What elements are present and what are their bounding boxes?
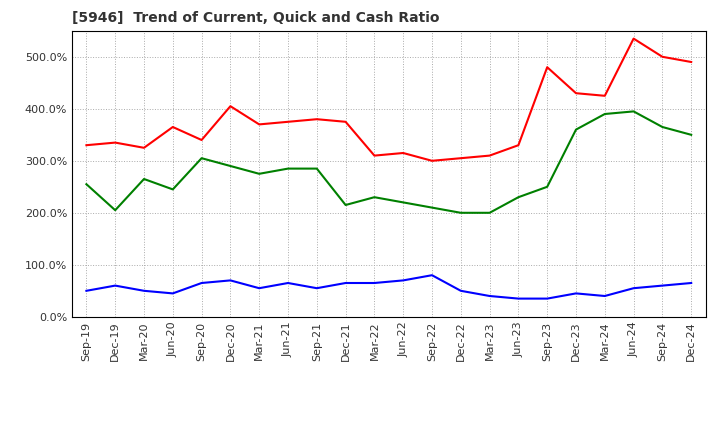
Current Ratio [370,153,379,158]
Cash Ratio [226,278,235,283]
Quick Ratio [543,184,552,190]
Quick Ratio [197,156,206,161]
Current Ratio [197,137,206,143]
Current Ratio [284,119,292,125]
Quick Ratio [168,187,177,192]
Cash Ratio [514,296,523,301]
Cash Ratio [197,280,206,286]
Current Ratio [485,153,494,158]
Quick Ratio [226,163,235,169]
Cash Ratio [111,283,120,288]
Current Ratio [600,93,609,99]
Current Ratio [456,156,465,161]
Current Ratio [82,143,91,148]
Cash Ratio [284,280,292,286]
Cash Ratio [658,283,667,288]
Cash Ratio [600,293,609,299]
Quick Ratio [312,166,321,171]
Cash Ratio [82,288,91,293]
Cash Ratio [629,286,638,291]
Quick Ratio [341,202,350,208]
Cash Ratio [370,280,379,286]
Current Ratio [428,158,436,163]
Current Ratio [572,91,580,96]
Current Ratio [658,54,667,59]
Cash Ratio [168,291,177,296]
Current Ratio [226,103,235,109]
Line: Cash Ratio: Cash Ratio [86,275,691,299]
Current Ratio [168,125,177,130]
Quick Ratio [572,127,580,132]
Current Ratio [629,36,638,41]
Quick Ratio [514,194,523,200]
Quick Ratio [456,210,465,216]
Line: Current Ratio: Current Ratio [86,39,691,161]
Cash Ratio [312,286,321,291]
Current Ratio [111,140,120,145]
Quick Ratio [687,132,696,137]
Quick Ratio [629,109,638,114]
Current Ratio [312,117,321,122]
Cash Ratio [341,280,350,286]
Cash Ratio [687,280,696,286]
Current Ratio [687,59,696,65]
Text: [5946]  Trend of Current, Quick and Cash Ratio: [5946] Trend of Current, Quick and Cash … [72,11,439,26]
Quick Ratio [255,171,264,176]
Quick Ratio [82,182,91,187]
Current Ratio [140,145,148,150]
Quick Ratio [111,208,120,213]
Current Ratio [514,143,523,148]
Cash Ratio [428,272,436,278]
Cash Ratio [572,291,580,296]
Current Ratio [255,122,264,127]
Quick Ratio [485,210,494,216]
Cash Ratio [456,288,465,293]
Current Ratio [543,65,552,70]
Quick Ratio [600,111,609,117]
Current Ratio [341,119,350,125]
Current Ratio [399,150,408,156]
Line: Quick Ratio: Quick Ratio [86,111,691,213]
Cash Ratio [140,288,148,293]
Quick Ratio [284,166,292,171]
Quick Ratio [428,205,436,210]
Cash Ratio [543,296,552,301]
Quick Ratio [370,194,379,200]
Quick Ratio [399,200,408,205]
Quick Ratio [658,125,667,130]
Quick Ratio [140,176,148,182]
Cash Ratio [399,278,408,283]
Cash Ratio [485,293,494,299]
Cash Ratio [255,286,264,291]
